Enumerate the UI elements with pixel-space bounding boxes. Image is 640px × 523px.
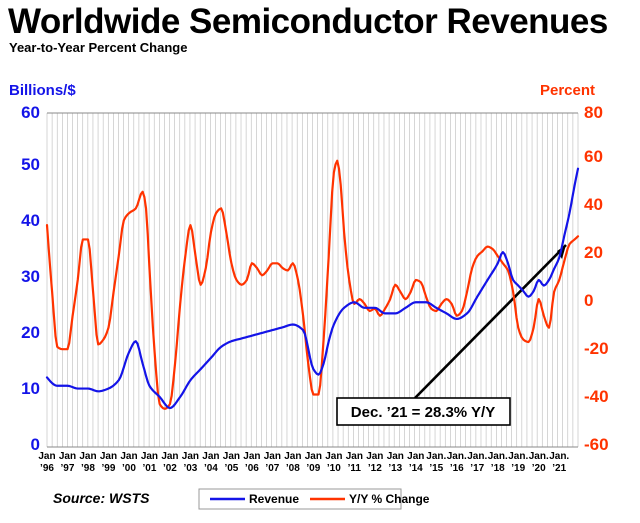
svg-text:-60: -60 — [584, 435, 609, 454]
svg-text:Source: WSTS: Source: WSTS — [53, 490, 150, 506]
svg-text:Jan: Jan — [59, 451, 76, 462]
svg-text:Jan: Jan — [284, 451, 301, 462]
svg-text:Jan: Jan — [407, 451, 424, 462]
svg-text:Jan: Jan — [264, 451, 281, 462]
svg-text:Jan.: Jan. — [549, 451, 569, 462]
svg-text:’99: ’99 — [102, 463, 116, 474]
svg-text:10: 10 — [21, 379, 40, 398]
svg-text:Jan: Jan — [305, 451, 322, 462]
svg-text:Jan: Jan — [79, 451, 96, 462]
svg-text:Jan: Jan — [366, 451, 383, 462]
svg-text:’11: ’11 — [348, 463, 362, 474]
svg-text:Jan: Jan — [100, 451, 117, 462]
svg-text:’08: ’08 — [286, 463, 300, 474]
svg-text:Jan: Jan — [38, 451, 55, 462]
svg-text:Jan.: Jan. — [488, 451, 508, 462]
svg-text:Jan: Jan — [182, 451, 199, 462]
svg-text:0: 0 — [584, 291, 593, 310]
svg-text:Jan: Jan — [202, 451, 219, 462]
svg-text:30: 30 — [21, 267, 40, 286]
svg-text:’02: ’02 — [163, 463, 177, 474]
svg-text:-20: -20 — [584, 339, 609, 358]
svg-text:Jan: Jan — [141, 451, 158, 462]
svg-text:20: 20 — [584, 243, 603, 262]
svg-text:’03: ’03 — [183, 463, 197, 474]
svg-text:60: 60 — [584, 147, 603, 166]
svg-text:’04: ’04 — [204, 463, 218, 474]
svg-text:’13: ’13 — [388, 463, 402, 474]
svg-text:-40: -40 — [584, 387, 609, 406]
svg-text:60: 60 — [21, 103, 40, 122]
svg-text:’14: ’14 — [409, 463, 423, 474]
svg-text:’00: ’00 — [122, 463, 136, 474]
svg-text:Jan.: Jan. — [426, 451, 446, 462]
svg-text:Jan.: Jan. — [467, 451, 487, 462]
svg-text:’07: ’07 — [265, 463, 279, 474]
svg-text:Dec. ’21 = 28.3% Y/Y: Dec. ’21 = 28.3% Y/Y — [351, 404, 495, 421]
svg-text:’20: ’20 — [532, 463, 546, 474]
svg-text:80: 80 — [584, 103, 603, 122]
svg-text:Jan: Jan — [325, 451, 342, 462]
svg-text:’97: ’97 — [61, 463, 75, 474]
svg-text:’12: ’12 — [368, 463, 382, 474]
svg-text:Jan: Jan — [223, 451, 240, 462]
svg-text:40: 40 — [584, 195, 603, 214]
svg-text:’98: ’98 — [81, 463, 95, 474]
svg-text:Jan: Jan — [346, 451, 363, 462]
svg-text:Revenue: Revenue — [249, 492, 299, 506]
svg-text:’10: ’10 — [327, 463, 341, 474]
svg-text:Jan: Jan — [387, 451, 404, 462]
svg-text:’21: ’21 — [552, 463, 566, 474]
svg-text:’09: ’09 — [306, 463, 320, 474]
svg-text:Jan: Jan — [243, 451, 260, 462]
svg-text:40: 40 — [21, 211, 40, 230]
svg-text:20: 20 — [21, 323, 40, 342]
svg-text:Jan.: Jan. — [447, 451, 467, 462]
svg-text:’17: ’17 — [470, 463, 484, 474]
svg-text:50: 50 — [21, 155, 40, 174]
svg-text:Y/Y % Change: Y/Y % Change — [349, 492, 430, 506]
svg-text:Jan: Jan — [161, 451, 178, 462]
svg-text:’01: ’01 — [142, 463, 156, 474]
svg-text:Jan: Jan — [120, 451, 137, 462]
svg-text:’05: ’05 — [224, 463, 238, 474]
svg-text:’19: ’19 — [511, 463, 525, 474]
svg-text:’15: ’15 — [429, 463, 443, 474]
svg-text:’16: ’16 — [450, 463, 464, 474]
svg-text:’96: ’96 — [40, 463, 54, 474]
svg-text:Jan.: Jan. — [529, 451, 549, 462]
svg-text:’18: ’18 — [491, 463, 505, 474]
svg-text:Jan.: Jan. — [508, 451, 528, 462]
svg-text:’06: ’06 — [245, 463, 259, 474]
